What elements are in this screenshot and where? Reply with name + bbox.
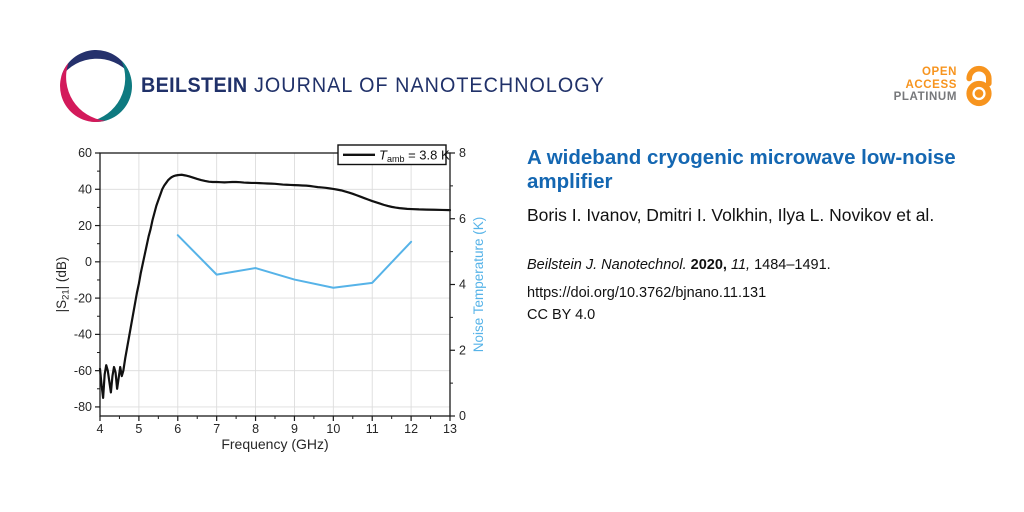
citation-year: 2020,: [690, 257, 731, 273]
svg-text:12: 12: [404, 422, 418, 436]
license-label: CC BY 4.0: [527, 307, 596, 323]
svg-text:40: 40: [78, 182, 92, 196]
svg-text:4: 4: [459, 278, 466, 292]
paper-citation: Beilstein J. Nanotechnol. 2020, 11, 1484…: [527, 257, 831, 273]
open-access-text: OPEN ACCESS PLATINUM: [894, 66, 957, 104]
svg-text:2: 2: [459, 343, 466, 357]
svg-text:-40: -40: [74, 328, 92, 342]
svg-text:20: 20: [78, 219, 92, 233]
y-axis-label-left: |S21| (dB): [54, 257, 72, 313]
svg-text:13: 13: [443, 422, 457, 436]
journal-name-bold: BEILSTEIN: [141, 74, 248, 97]
journal-wordmark: BEILSTEIN JOURNAL OF NANOTECHNOLOGY: [141, 74, 605, 98]
citation-pages: 1484–1491.: [754, 257, 831, 273]
open-lock-icon: [966, 65, 992, 107]
chart-svg: 4 5 6 7 8 9 10 11 12 136040200-20-40-60-8002468Fr…: [54, 144, 486, 452]
open-access-line3: PLATINUM: [893, 91, 957, 103]
svg-text:5: 5: [135, 422, 142, 436]
svg-text:6: 6: [459, 212, 466, 226]
chart-figure: 4 5 6 7 8 9 10 11 12 13 60 40 20 0 -20 -40 -60 -80 0 2 4 6 8 Fr…: [0, 128, 520, 463]
citation-journal: Beilstein J. Nanotechnol.: [527, 257, 691, 273]
svg-text:6: 6: [174, 422, 181, 436]
svg-text:-20: -20: [74, 291, 92, 305]
paper-title: A wideband cryogenic microwave low-noise…: [527, 146, 956, 193]
journal-name-rest: JOURNAL OF NANOTECHNOLOGY: [247, 74, 605, 97]
paper-authors: Boris I. Ivanov, Dmitri I. Volkhin, Ilya…: [527, 205, 935, 225]
svg-text:10: 10: [326, 422, 340, 436]
y-axis-label-right: Noise Temperature (K): [471, 217, 486, 353]
legend-label: Tamb = 3.8 K: [379, 148, 450, 165]
svg-text:-80: -80: [74, 400, 92, 414]
x-axis-label: Frequency (GHz): [221, 436, 328, 452]
beilstein-logo-icon: [56, 50, 136, 126]
svg-text:-60: -60: [74, 364, 92, 378]
legend-box: [337, 144, 447, 166]
open-access-badge: OPEN ACCESS PLATINUM: [894, 60, 994, 107]
svg-text:0: 0: [85, 255, 92, 269]
open-access-line2: ACCESS: [905, 78, 957, 91]
doi-link[interactable]: https://doi.org/10.3762/bjnano.11.131: [527, 285, 767, 301]
citation-volume: 11,: [730, 257, 755, 273]
svg-text:8: 8: [252, 422, 259, 436]
svg-text:11: 11: [366, 422, 379, 436]
svg-text:60: 60: [78, 146, 92, 160]
svg-text:8: 8: [459, 146, 466, 160]
svg-text:9: 9: [291, 422, 298, 436]
svg-text:4: 4: [97, 422, 104, 436]
svg-text:7: 7: [213, 422, 220, 436]
svg-text:0: 0: [459, 409, 466, 423]
open-access-line1: OPEN: [922, 66, 957, 78]
